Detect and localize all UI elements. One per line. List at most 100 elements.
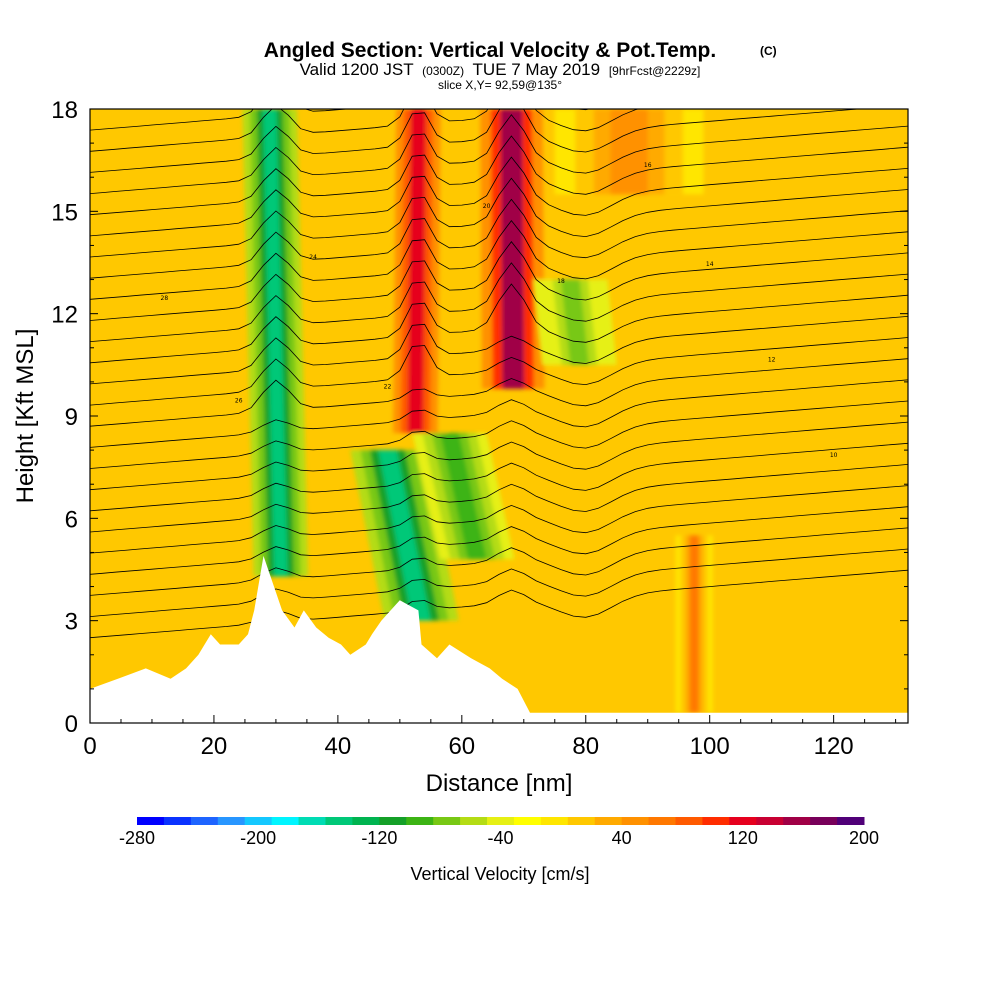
colorbar-swatch — [756, 817, 784, 825]
colorbar: -280 -200 -120 -40 40 120 200 — [119, 817, 879, 848]
colorbar-swatch — [352, 817, 380, 825]
slice-label: slice X,Y= 92,59@135° — [438, 78, 562, 92]
colorbar-swatch — [783, 817, 811, 825]
colorbar-swatch — [271, 817, 300, 825]
theta-contour-15 — [90, 241, 908, 321]
colorbar-swatch — [460, 817, 488, 825]
theta-contour-21 — [90, 114, 908, 194]
colorbar-swatch — [675, 817, 703, 825]
x-tick-label: 20 — [201, 733, 228, 760]
forecast-info: [9hrFcst@2229z] — [609, 64, 701, 78]
colorbar-swatch — [729, 817, 757, 825]
terrain — [90, 555, 908, 723]
velocity-feature-2-band-0 — [500, 109, 525, 389]
terrain-profile — [90, 555, 908, 723]
colorbar-swatch — [487, 817, 515, 825]
contour-label: 20 — [483, 203, 491, 210]
chart-title: Angled Section: Vertical Velocity & Pot.… — [264, 39, 716, 62]
colorbar-swatch — [379, 817, 407, 825]
colorbar-swatch — [810, 817, 838, 825]
contour-label: 10 — [830, 452, 838, 459]
x-axis-label: Distance [nm] — [426, 770, 573, 797]
theta-contour-1 — [90, 548, 908, 617]
contour-label: 16 — [644, 162, 652, 169]
x-tick-label: 80 — [572, 733, 599, 760]
contour-label: 18 — [557, 278, 565, 285]
theta-contour-12 — [90, 316, 908, 385]
theta-contour-11 — [90, 337, 908, 406]
velocity-feature-4-band-0 — [378, 450, 431, 621]
colorbar-swatch — [325, 817, 353, 825]
colorbar-swatch — [621, 817, 650, 825]
colorbar-swatch — [837, 817, 865, 825]
colorbar-swatch — [217, 817, 246, 825]
utc-time: (0300Z) — [422, 64, 464, 78]
theta-contour-5 — [90, 464, 908, 533]
velocity-feature-7-band-0 — [689, 535, 699, 713]
colorbar-tick-label: -200 — [240, 828, 276, 848]
theta-contour-17 — [90, 198, 908, 279]
theta-contour-22 — [90, 109, 864, 173]
theta-contour-4 — [90, 485, 908, 554]
colorbar-swatch — [244, 817, 273, 825]
theta-contour-7 — [90, 421, 908, 491]
colorbar-swatch — [567, 817, 596, 825]
velocity-feature-5-band-0 — [440, 433, 487, 560]
colorbar-swatch — [594, 817, 623, 825]
colorbar-label: Vertical Velocity [cm/s] — [410, 864, 589, 884]
colorbar-swatch — [648, 817, 677, 825]
y-tick-label: 12 — [51, 302, 78, 329]
colorbar-swatch — [190, 817, 219, 825]
colorbar-swatch — [137, 817, 165, 825]
x-tick-label: 120 — [814, 733, 854, 760]
theta-contour-9 — [90, 379, 908, 448]
plot-area: 28 26 24 22 20 18 16 14 12 10 0 20 40 60 80 100 120 0 3 6… — [51, 97, 909, 760]
y-axis-ticks: 0 3 6 9 12 15 18 — [51, 97, 908, 738]
colorbar-tick-label: 120 — [728, 828, 758, 848]
theta-contour-16 — [90, 219, 908, 300]
colorbar-swatch — [540, 817, 569, 825]
velocity-feature-6-band-0 — [560, 279, 589, 365]
colorbar-swatch — [298, 817, 326, 825]
theta-contour-0 — [90, 569, 908, 639]
colorbar-swatch — [513, 817, 542, 825]
chart-header: Angled Section: Vertical Velocity & Pot.… — [264, 39, 777, 92]
colorbar-swatch — [406, 817, 434, 825]
y-tick-label: 0 — [65, 711, 78, 738]
chart-title-units: (C) — [760, 44, 777, 58]
theta-contour-3 — [90, 506, 908, 575]
valid-time: Valid 1200 JST — [300, 60, 414, 79]
theta-contour-10 — [90, 358, 908, 427]
contour-label: 22 — [384, 384, 392, 391]
x-tick-label: 40 — [325, 733, 352, 760]
contour-label: 14 — [706, 261, 714, 268]
colorbar-swatch — [163, 817, 192, 825]
chart-subtitle: Valid 1200 JST (0300Z) TUE 7 May 2019 [9… — [300, 60, 701, 79]
theta-contour-8 — [90, 400, 908, 469]
valid-date: TUE 7 May 2019 — [473, 60, 601, 79]
theta-contour-18 — [90, 177, 908, 258]
theta-contour-19 — [90, 156, 908, 237]
x-tick-label: 0 — [83, 733, 96, 760]
colorbar-tick-label: -40 — [487, 828, 513, 848]
y-axis-label: Height [Kft MSL] — [12, 329, 39, 504]
theta-contours: 28 26 24 22 20 18 16 14 12 10 — [90, 109, 908, 639]
theta-contour-2 — [90, 527, 908, 596]
y-tick-label: 9 — [65, 404, 78, 431]
colorbar-tick-label: -120 — [361, 828, 397, 848]
theta-contour-13 — [90, 283, 908, 364]
colorbar-tick-label: 200 — [849, 828, 879, 848]
y-tick-label: 3 — [65, 609, 78, 636]
theta-contour-23 — [90, 109, 640, 152]
contour-label: 24 — [309, 254, 317, 261]
theta-contour-6 — [90, 442, 908, 512]
theta-contour-24 — [90, 109, 591, 131]
colorbar-swatch — [702, 817, 730, 825]
contour-label: 28 — [161, 295, 169, 302]
velocity-feature-1-band-0 — [407, 109, 427, 434]
x-axis-ticks: 0 20 40 60 80 100 120 — [83, 715, 897, 760]
contour-label: 26 — [235, 397, 243, 404]
theta-contour-14 — [90, 262, 908, 342]
y-tick-label: 6 — [65, 506, 78, 533]
velocity-feature-3-band-0 — [262, 109, 288, 577]
